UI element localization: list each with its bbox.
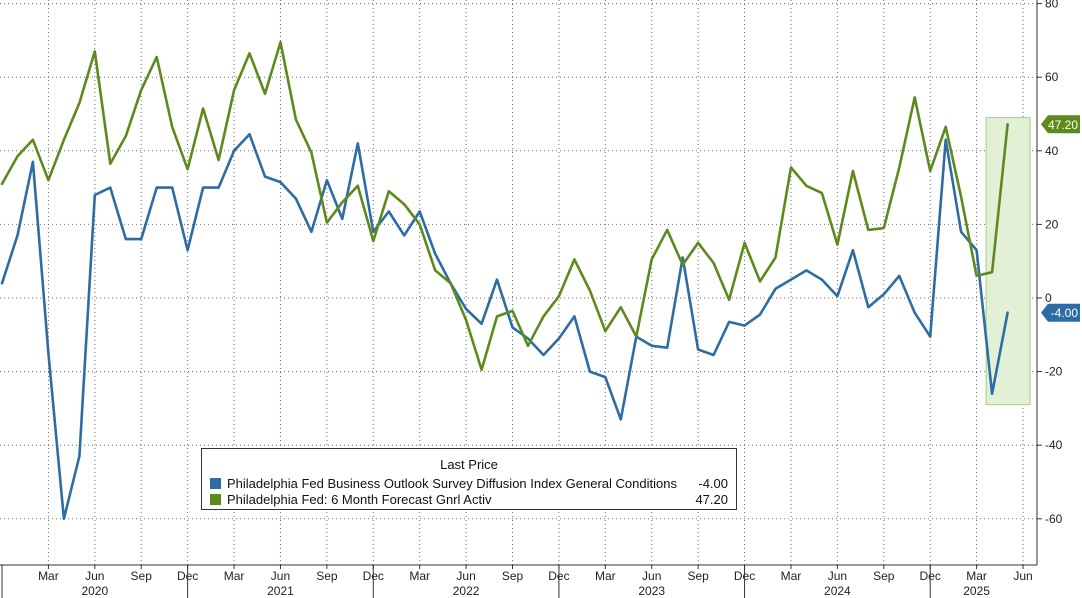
x-year-label: 2022 xyxy=(453,584,480,598)
tag-value: -4.00 xyxy=(1051,306,1079,320)
tag-background xyxy=(1041,303,1080,322)
x-month-label: Mar xyxy=(409,569,430,583)
x-month-label: Sep xyxy=(131,569,153,583)
x-year-label: 2025 xyxy=(963,584,990,598)
legend-series-name: Philadelphia Fed Business Outlook Survey… xyxy=(227,475,677,491)
last-value-tag-general-conditions: -4.00 xyxy=(1041,303,1080,322)
x-month-label: Jun xyxy=(271,569,290,583)
x-month-label: Jun xyxy=(85,569,104,583)
x-axis-ticks: Mar Jun Sep Dec Mar Jun Sep Dec Mar Jun Sep Dec Mar J… xyxy=(1,565,1033,598)
x-month-label: Jun xyxy=(456,569,475,583)
x-year-label: 2021 xyxy=(267,584,294,598)
last-value-tags: -4.00 47.20 xyxy=(1041,115,1080,322)
x-year-label: 2023 xyxy=(638,584,665,598)
legend-swatch xyxy=(210,493,221,505)
x-year-label: 2024 xyxy=(824,584,851,598)
x-month-label: Sep xyxy=(687,569,709,583)
legend-series-value: -4.00 xyxy=(698,475,728,491)
axes xyxy=(0,0,1038,566)
grid-lines xyxy=(0,0,1037,565)
y-tick-label: 0 xyxy=(1045,291,1052,305)
legend-series-name: Philadelphia Fed: 6 Month Forecast Gnrl … xyxy=(227,491,492,507)
x-month-label: Jun xyxy=(828,569,847,583)
last-value-tag-6-month-forecast: 47.20 xyxy=(1041,115,1080,134)
tag-background xyxy=(1041,115,1080,134)
x-month-label: Mar xyxy=(224,569,245,583)
legend-series-value: 47.20 xyxy=(695,491,728,507)
x-month-label: Mar xyxy=(966,569,987,583)
x-month-label: Mar xyxy=(38,569,59,583)
y-tick-label: -60 xyxy=(1045,512,1063,526)
tag-value: 47.20 xyxy=(1048,118,1078,132)
legend-row-6-month-forecast: Philadelphia Fed: 6 Month Forecast Gnrl … xyxy=(210,491,728,507)
y-tick-label: -20 xyxy=(1045,365,1063,379)
series-line-6-month-forecast xyxy=(0,40,1009,372)
legend: Last Price Philadelphia Fed Business Out… xyxy=(201,448,737,510)
legend-swatch xyxy=(210,477,221,489)
series-lines xyxy=(0,40,1009,521)
y-tick-label: 60 xyxy=(1045,70,1059,84)
series-line-general-conditions xyxy=(0,132,1009,521)
x-month-label: Jun xyxy=(642,569,661,583)
x-month-label: Mar xyxy=(781,569,802,583)
y-axis-ticks: 80 60 40 20 0 -20 -40 -60 xyxy=(1037,0,1063,526)
x-year-label: 2020 xyxy=(81,584,108,598)
y-tick-label: 20 xyxy=(1045,217,1059,231)
y-tick-label: 40 xyxy=(1045,144,1059,158)
x-month-label: Mar xyxy=(595,569,616,583)
y-tick-label: -40 xyxy=(1045,438,1063,452)
x-month-label: Sep xyxy=(873,569,895,583)
legend-title: Last Price xyxy=(440,457,498,472)
x-month-label: Jun xyxy=(1013,569,1032,583)
x-month-label: Sep xyxy=(316,569,338,583)
legend-row-general-conditions: Philadelphia Fed Business Outlook Survey… xyxy=(210,475,728,491)
x-month-label: Sep xyxy=(502,569,524,583)
y-tick-label: 80 xyxy=(1045,0,1059,11)
